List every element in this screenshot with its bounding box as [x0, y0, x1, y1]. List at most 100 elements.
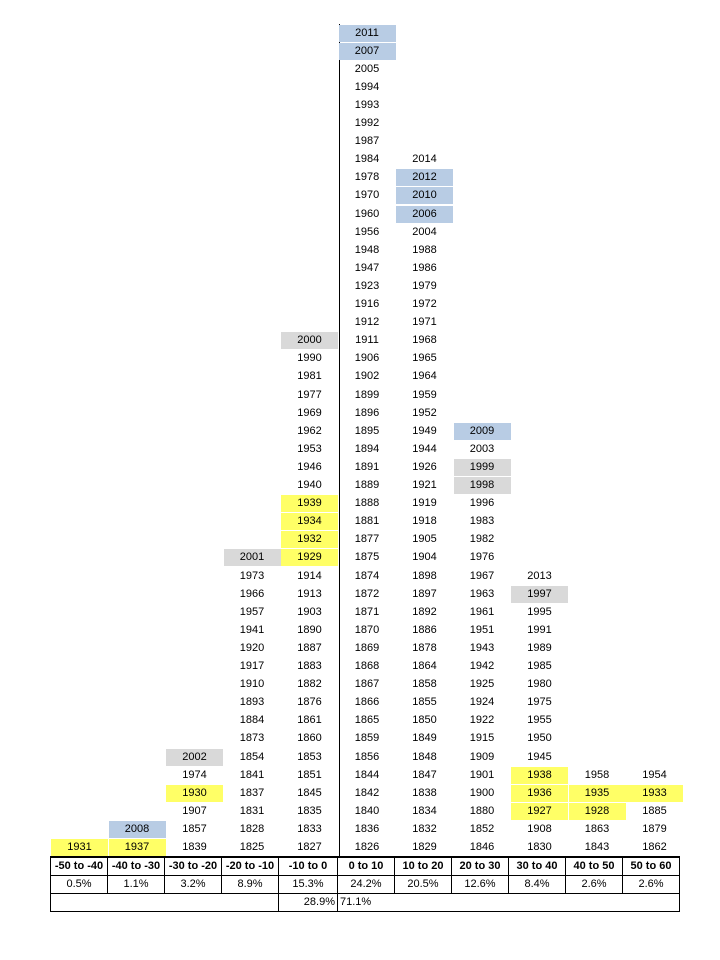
- percent-row: 0.5% 1.1% 3.2% 8.9% 15.3% 24.2% 20.5% 12…: [50, 875, 680, 894]
- year-cell: 1914: [297, 569, 322, 582]
- year-cell: 1956: [354, 225, 380, 238]
- year-cell: 1949: [412, 424, 437, 437]
- year-cell: 1925: [469, 678, 495, 691]
- year-cell: 1975: [527, 696, 552, 709]
- year-cell: 1885: [642, 804, 667, 817]
- year-cell: 1894: [354, 442, 380, 455]
- year-cell: 1927: [511, 802, 568, 820]
- year-cell: 1851: [297, 768, 322, 781]
- range-label: -30 to -20: [164, 856, 222, 876]
- percent-value: 15.3%: [278, 875, 338, 894]
- year-cell: 2009: [453, 422, 511, 440]
- year-cell: 1836: [354, 822, 380, 835]
- year-cell: 1900: [469, 786, 495, 799]
- year-cell: 1873: [239, 732, 265, 745]
- year-cell: 1886: [412, 623, 437, 636]
- year-cell: 1854: [239, 750, 265, 763]
- year-cell: 1848: [412, 750, 437, 763]
- year-cell: 1945: [527, 750, 552, 763]
- year-cell: 1987: [354, 135, 380, 148]
- year-cell: 1825: [239, 841, 265, 853]
- year-cell: 1857: [182, 822, 207, 835]
- percent-value: 1.1%: [107, 875, 165, 894]
- year-cell: 1889: [354, 479, 380, 491]
- year-cell: 1937: [108, 839, 166, 856]
- year-cell: 1895: [354, 424, 380, 437]
- year-cell: 2010: [396, 187, 453, 205]
- range-label: 30 to 40: [508, 856, 566, 876]
- year-cell: 1913: [297, 587, 322, 600]
- year-cell: 1999: [453, 458, 511, 476]
- year-cell: 1872: [354, 587, 380, 600]
- year-cell: 1867: [354, 678, 380, 691]
- year-cell: 1855: [412, 696, 437, 709]
- year-cell: 1935: [568, 784, 626, 802]
- year-cell: 1891: [354, 460, 380, 473]
- year-cell: 1844: [354, 768, 380, 781]
- totals-spacer: [50, 893, 279, 912]
- year-cell: 1884: [239, 714, 265, 727]
- year-cell: 1892: [412, 605, 437, 618]
- year-cell: 1963: [469, 587, 495, 600]
- year-cell: 1962: [297, 424, 322, 437]
- year-cell: 1860: [297, 732, 322, 745]
- year-cell: 1841: [239, 768, 265, 781]
- year-cell: 1826: [354, 841, 380, 853]
- year-cell: 1875: [354, 551, 380, 564]
- year-cell: 1950: [527, 732, 552, 745]
- year-cell: 1835: [297, 804, 322, 817]
- year-cell: 1827: [297, 841, 322, 853]
- year-cell: 1934: [281, 513, 338, 531]
- year-cell: 1982: [469, 533, 495, 546]
- year-cell: 1865: [354, 714, 380, 727]
- year-cell: 1965: [412, 352, 437, 365]
- year-cell: 2014: [412, 153, 437, 166]
- year-cell: 1846: [469, 841, 495, 853]
- year-cell: 1994: [354, 80, 380, 93]
- year-cell: 1830: [527, 841, 552, 853]
- year-cell: 1905: [412, 533, 437, 546]
- range-label: 50 to 60: [622, 856, 680, 876]
- year-cell: 1923: [354, 279, 380, 292]
- year-cell: 1828: [239, 822, 265, 835]
- range-label: 0 to 10: [337, 856, 395, 876]
- year-cell: 1840: [354, 804, 380, 817]
- year-cell: 1904: [412, 551, 437, 564]
- year-cell: 1996: [469, 497, 495, 510]
- year-cell: 1995: [527, 605, 552, 618]
- percent-value: 12.6%: [451, 875, 509, 894]
- year-cell: 1998: [453, 477, 511, 494]
- year-cell: 1896: [354, 406, 380, 419]
- year-cell: 1944: [412, 442, 437, 455]
- year-cell: 1912: [354, 316, 380, 329]
- year-cell: 1990: [297, 352, 322, 365]
- year-cell: 1973: [239, 569, 265, 582]
- year-cell: 1915: [469, 732, 495, 745]
- year-cell: 1969: [297, 406, 322, 419]
- year-cell: 1959: [412, 388, 437, 401]
- year-cell: 1955: [527, 714, 552, 727]
- year-cell: 1902: [354, 370, 380, 383]
- percent-value: 2.6%: [565, 875, 623, 894]
- year-cell: 1936: [511, 784, 568, 802]
- year-cell: 1907: [182, 804, 207, 817]
- range-label: -10 to 0: [278, 856, 338, 876]
- year-cell: 1906: [354, 352, 380, 365]
- year-cell: 1864: [412, 660, 437, 672]
- year-cell: 1966: [239, 587, 265, 600]
- year-cell: 1862: [642, 841, 667, 853]
- year-cell: 1932: [281, 531, 338, 549]
- percent-value: 20.5%: [394, 875, 452, 894]
- year-cell: 1888: [354, 497, 380, 510]
- year-cell: 2002: [166, 748, 223, 766]
- year-cell: 1916: [354, 298, 380, 310]
- year-cell: 1983: [469, 515, 495, 528]
- year-cell: 1897: [412, 587, 437, 600]
- year-cell: 1847: [412, 768, 437, 781]
- year-cell: 1890: [297, 623, 322, 636]
- year-cell: 1839: [182, 841, 207, 853]
- year-cell: 1838: [412, 786, 437, 799]
- year-cell: 1939: [281, 495, 338, 513]
- year-cell: 1954: [642, 768, 667, 781]
- year-cell: 1911: [355, 334, 379, 347]
